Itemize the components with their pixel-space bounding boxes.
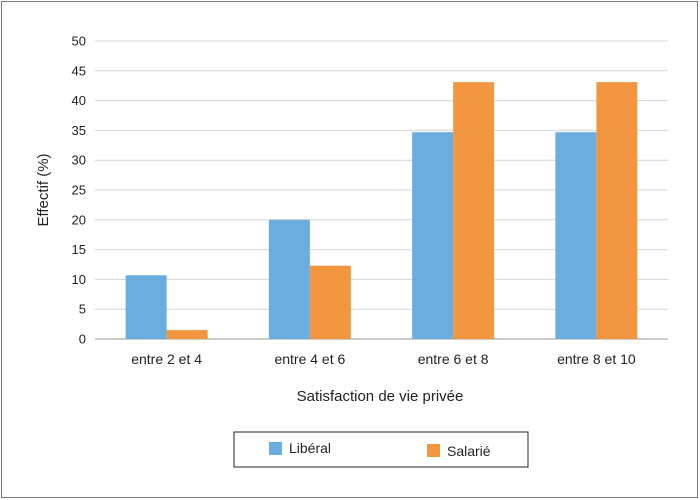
- x-category-label: entre 4 et 6: [274, 351, 345, 367]
- bar-liberal: [412, 132, 454, 339]
- x-category-label: entre 8 et 10: [557, 351, 636, 367]
- y-tick-label: 40: [72, 93, 86, 108]
- x-category-label: entre 6 et 8: [418, 351, 489, 367]
- y-tick-label: 50: [72, 34, 86, 49]
- bar-salarie: [309, 265, 351, 339]
- y-axis-title: Effectif (%): [35, 153, 52, 226]
- bar-salarie: [596, 82, 638, 340]
- y-tick-label: 10: [72, 272, 86, 287]
- y-tick-label: 45: [72, 63, 86, 78]
- bars: [125, 82, 638, 340]
- legend-swatch-salarie: [427, 444, 440, 457]
- y-tick-label: 25: [72, 183, 86, 198]
- y-tick-label: 20: [72, 212, 86, 227]
- y-tick-label: 0: [79, 332, 86, 347]
- x-category-labels: entre 2 et 4 entre 4 et 6 entre 6 et 8 entr…: [131, 351, 636, 367]
- bar-salarie: [453, 82, 495, 340]
- y-tick-label: 15: [72, 242, 86, 257]
- bar-liberal: [125, 275, 167, 339]
- legend-label-salarie: Salarié: [447, 443, 491, 459]
- x-axis-title: Satisfaction de vie privée: [297, 388, 464, 405]
- bar-liberal: [268, 219, 310, 339]
- legend-box: [233, 431, 529, 468]
- legend: Libéral Salarié: [233, 431, 529, 468]
- x-category-label: entre 2 et 4: [131, 351, 202, 367]
- legend-swatch-liberal: [269, 442, 282, 455]
- y-tick-labels: 0 5 10 15 20 25 30 35 40 45 50: [72, 34, 86, 347]
- legend-label-liberal: Libéral: [289, 440, 331, 456]
- bar-liberal: [555, 132, 597, 339]
- y-tick-label: 35: [72, 123, 86, 138]
- y-tick-label: 30: [72, 153, 86, 168]
- y-tick-label: 5: [79, 302, 86, 317]
- bar-salarie: [166, 330, 208, 339]
